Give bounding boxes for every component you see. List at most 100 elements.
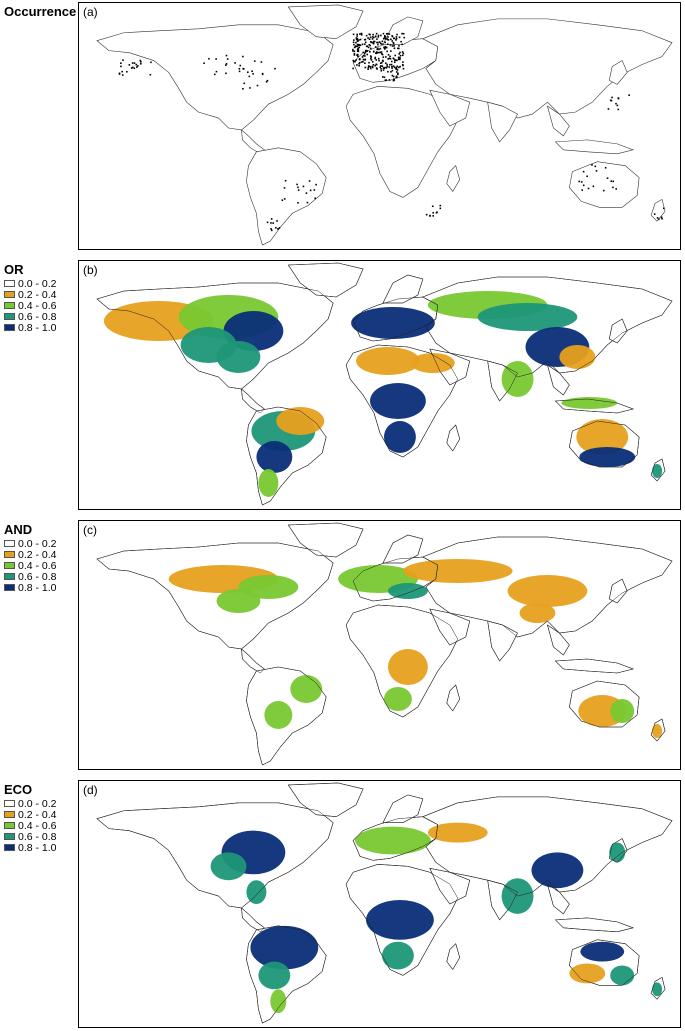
border-india (487, 360, 518, 402)
suitability-region (290, 675, 323, 703)
occurrence-point (392, 57, 395, 60)
legend-swatch (4, 573, 15, 580)
suitability-region (531, 852, 584, 889)
occurrence-point (383, 35, 386, 37)
suitability-region (477, 303, 578, 331)
legend-swatch (4, 324, 15, 331)
occurrence-point (373, 36, 375, 39)
occurrence-point (606, 177, 609, 179)
border-central-america (241, 648, 265, 674)
suitability-region (652, 724, 663, 738)
occurrence-point (399, 58, 401, 61)
occurrence-point (355, 41, 357, 44)
occurrence-point (391, 35, 394, 38)
occurrence-point (397, 73, 399, 76)
occurrence-point (352, 48, 354, 51)
occurrence-point (591, 164, 593, 166)
panel-b-label: (b) (83, 263, 98, 277)
occurrence-point (432, 212, 435, 214)
legend-item: 0.0 - 0.2 (4, 538, 57, 550)
occurrence-point (399, 54, 402, 57)
legend-swatch (4, 540, 15, 547)
legend-item: 0.2 - 0.4 (4, 549, 57, 561)
occurrence-point (390, 60, 393, 63)
occurrence-point (375, 67, 378, 69)
suitability-region (561, 397, 618, 409)
legend-item: 0.8 - 1.0 (4, 582, 57, 594)
occurrence-point (379, 62, 382, 65)
land-central-america (241, 388, 265, 414)
land-japan (608, 60, 628, 85)
occurrence-point (387, 36, 389, 38)
occurrence-point (359, 33, 361, 35)
legend-item: 0.8 - 1.0 (4, 842, 57, 854)
occurrence-point (391, 67, 393, 69)
occurrence-point (361, 43, 364, 46)
occurrence-point (374, 64, 377, 67)
occurrence-point (377, 36, 380, 38)
occurrence-point (149, 73, 152, 76)
occurrence-point (394, 54, 396, 57)
occurrence-point (395, 71, 398, 73)
occurrence-point (358, 43, 360, 46)
occurrence-point (389, 55, 391, 58)
legend-swatch (4, 562, 15, 569)
occurrence-point (353, 46, 356, 49)
occurrence-point (379, 42, 382, 45)
occurrence-point (376, 47, 379, 50)
suitability-region (256, 441, 293, 473)
occurrence-point (356, 54, 358, 56)
occurrence-point (395, 66, 398, 69)
occurrence-point (270, 228, 272, 230)
occurrence-point (380, 52, 383, 55)
occurrence-point (382, 69, 385, 71)
legend-label: 0.4 - 0.6 (18, 299, 57, 312)
occurrence-point (403, 36, 406, 39)
land-north-america (96, 802, 334, 909)
occurrence-point (297, 186, 299, 189)
occurrence-point (398, 47, 400, 50)
occurrence-point (247, 71, 249, 74)
occurrence-point (364, 50, 367, 52)
legend-item: 0.6 - 0.8 (4, 571, 57, 583)
occurrence-point (356, 43, 359, 46)
occurrence-point (356, 45, 359, 47)
map-panel-eco: (d) (78, 780, 681, 1028)
occurrence-point (356, 50, 359, 53)
occurrence-point (297, 201, 299, 204)
occurrence-point (381, 76, 384, 78)
occurrence-point (270, 222, 272, 224)
occurrence-point (384, 79, 387, 82)
occurrence-point (379, 41, 381, 43)
occurrence-point (383, 67, 385, 70)
occurrence-point (385, 46, 388, 49)
occurrence-point (385, 66, 388, 69)
occurrence-point (381, 43, 383, 45)
occurrence-point (384, 46, 387, 49)
occurrence-point (381, 40, 384, 43)
occurrence-point (371, 36, 374, 38)
occurrence-point (386, 38, 388, 40)
occurrence-point (384, 62, 387, 65)
occurrence-point (369, 33, 371, 36)
border-australia (569, 680, 640, 728)
suitability-region (576, 419, 629, 455)
suitability-region (210, 852, 247, 881)
occurrence-point (225, 72, 227, 75)
occurrence-point (357, 55, 359, 58)
land-madagascar (446, 424, 461, 452)
occurrence-point (121, 74, 124, 76)
occurrence-point (609, 99, 612, 102)
occurrence-point (377, 57, 380, 60)
occurrence-point (297, 189, 300, 191)
occurrence-point (284, 179, 287, 182)
occurrence-point (388, 66, 390, 68)
occurrence-point (243, 82, 246, 85)
land-central-america (241, 648, 265, 674)
occurrence-point (375, 59, 378, 61)
occurrence-point (358, 46, 361, 49)
occurrence-point (439, 204, 442, 207)
occurrence-point (377, 41, 379, 44)
suitability-region (258, 961, 291, 990)
occurrence-point (393, 37, 396, 40)
